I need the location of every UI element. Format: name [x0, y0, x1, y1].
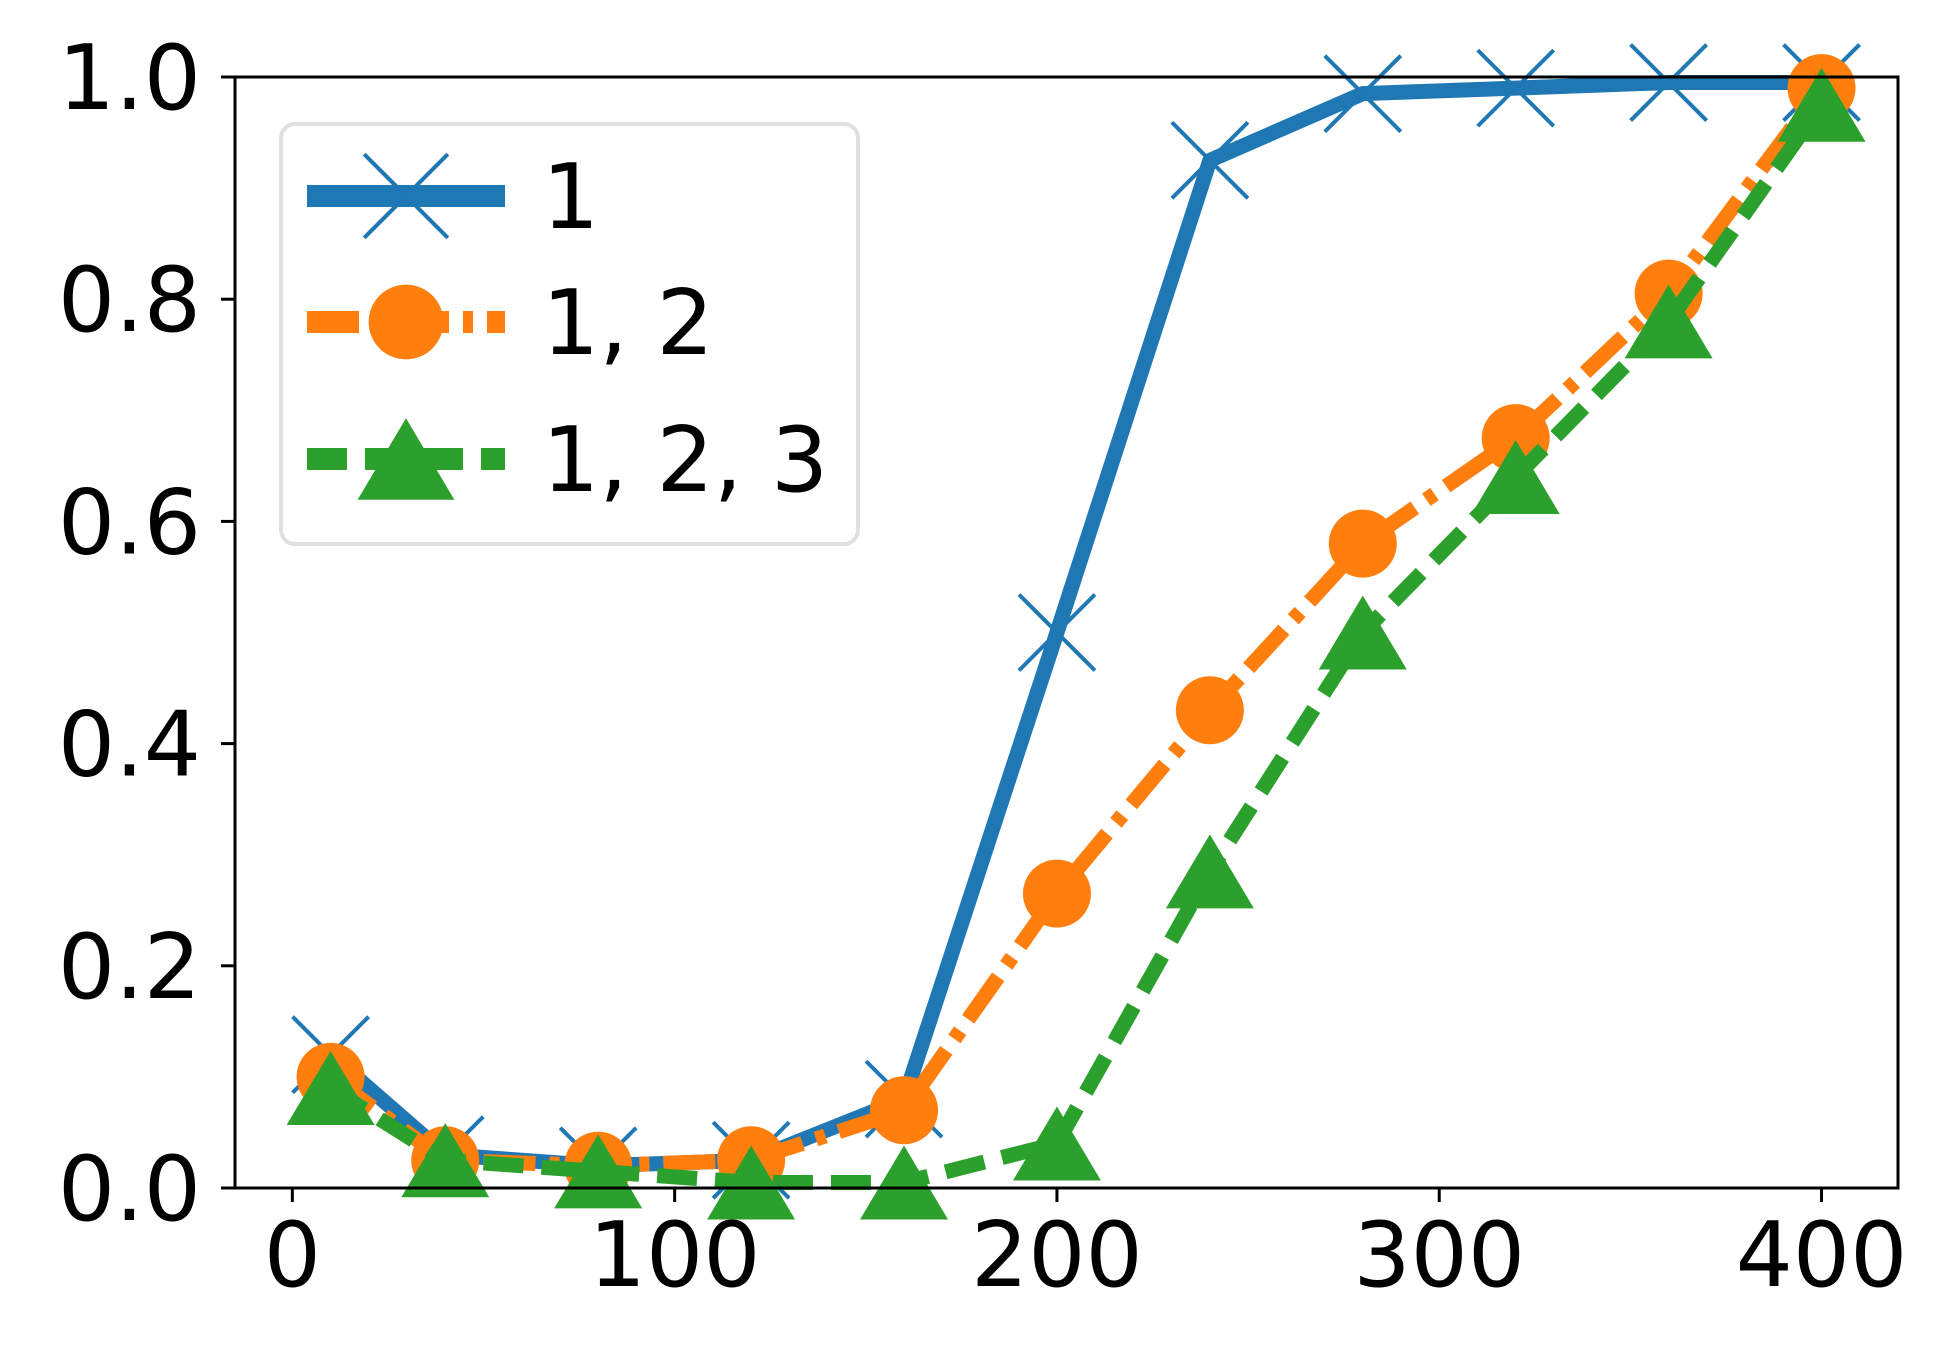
data-point-s3-3 [554, 1134, 643, 1209]
data-point-s1-8-stroke-b [1323, 54, 1403, 134]
x-tick-label-3: 200 [971, 1203, 1143, 1308]
data-point-s1-6 [1017, 593, 1097, 672]
legend-marker-1-stroke-b [362, 152, 450, 240]
series-line-3 [326, 100, 1828, 1190]
data-point-s1-7 [1170, 120, 1250, 200]
data-point-s3-11 [1777, 67, 1866, 142]
legend: 1 1, 2 1, 2, 3 [279, 122, 860, 546]
x-tick-label-1: 0 [264, 1203, 321, 1308]
data-point-s3-8 [1318, 595, 1407, 670]
y-tick-label-1: 0.0 [58, 1137, 201, 1242]
y-tick-label-3: 0.4 [58, 693, 201, 798]
y-tick-label-5: 0.8 [58, 248, 201, 353]
data-point-s1-8 [1323, 54, 1403, 134]
x-tick-label-4: 300 [1353, 1203, 1525, 1308]
x-tick-label-5: 400 [1736, 1203, 1908, 1308]
y-tick-label-4: 0.6 [58, 470, 201, 575]
data-point-s3-7 [1165, 834, 1254, 909]
data-point-s3-5 [860, 1145, 949, 1220]
legend-marker-1 [362, 152, 450, 240]
data-point-s1-10-stroke-b [1629, 43, 1709, 122]
data-point-s1-6-stroke-b [1017, 593, 1097, 672]
data-point-s2-6 [1022, 859, 1091, 928]
plot-area [286, 43, 1866, 1220]
data-point-s1-9-stroke-b [1476, 48, 1556, 128]
plot-frame [233, 75, 1900, 1190]
data-point-s3-2 [401, 1123, 490, 1198]
x-tick-label-2: 100 [589, 1203, 761, 1308]
data-point-s1-9 [1476, 48, 1556, 128]
legend-marker-2 [368, 284, 444, 360]
legend-label-2: 1, 2 [542, 271, 714, 376]
axes: 0 100 200 300 400 0.0 0.2 0.4 0.6 0.8 1.0 [58, 26, 1908, 1308]
legend-marker-3 [357, 418, 455, 500]
data-point-s3-6 [1012, 1106, 1101, 1181]
data-point-s3-9 [1471, 439, 1560, 514]
data-point-s2-8 [1328, 509, 1397, 578]
data-point-s1-7-stroke-b [1170, 120, 1250, 200]
data-point-s3-10 [1624, 284, 1713, 359]
data-point-s2-7 [1175, 676, 1244, 745]
legend-box [279, 122, 860, 546]
y-tick-label-2: 0.2 [58, 915, 201, 1020]
data-point-s3-4 [707, 1145, 796, 1220]
data-point-s2-5 [870, 1076, 939, 1145]
y-tick-label-6: 1.0 [58, 26, 201, 131]
legend-label-3: 1, 2, 3 [542, 408, 828, 513]
data-point-s1-10 [1629, 43, 1709, 122]
data-point-s3-1 [286, 1051, 375, 1126]
legend-label-1: 1 [542, 145, 599, 250]
